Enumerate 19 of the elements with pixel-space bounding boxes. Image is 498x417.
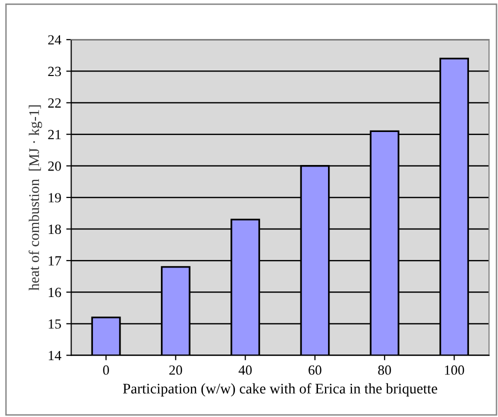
- x-tick-label: 60: [308, 365, 322, 375]
- y-tick-label: 21: [48, 130, 61, 140]
- y-tick-label: 15: [48, 319, 61, 329]
- y-tick-label: 24: [48, 35, 62, 44]
- x-tick-label: 80: [378, 365, 391, 375]
- y-tick-label: 22: [48, 98, 61, 108]
- y-tick-label: 20: [48, 161, 61, 171]
- x-tick-label: 40: [238, 365, 252, 375]
- x-tick-label: 100: [445, 365, 464, 375]
- y-tick-label: 23: [48, 66, 61, 76]
- y-axis-title: heat of combustion [MJ · kg-1]: [28, 105, 42, 290]
- y-tick-label: 19: [48, 193, 61, 202]
- y-tick-label: 17: [48, 256, 62, 266]
- x-axis-title: Participation (w/w) cake with of Erica in the briquette: [123, 383, 438, 397]
- y-tick-label: 18: [48, 224, 61, 234]
- x-tick-label: 0: [103, 365, 109, 375]
- y-tick-label: 16: [48, 288, 62, 298]
- y-tick-label: 14: [48, 350, 62, 360]
- x-tick-label: 20: [169, 365, 182, 375]
